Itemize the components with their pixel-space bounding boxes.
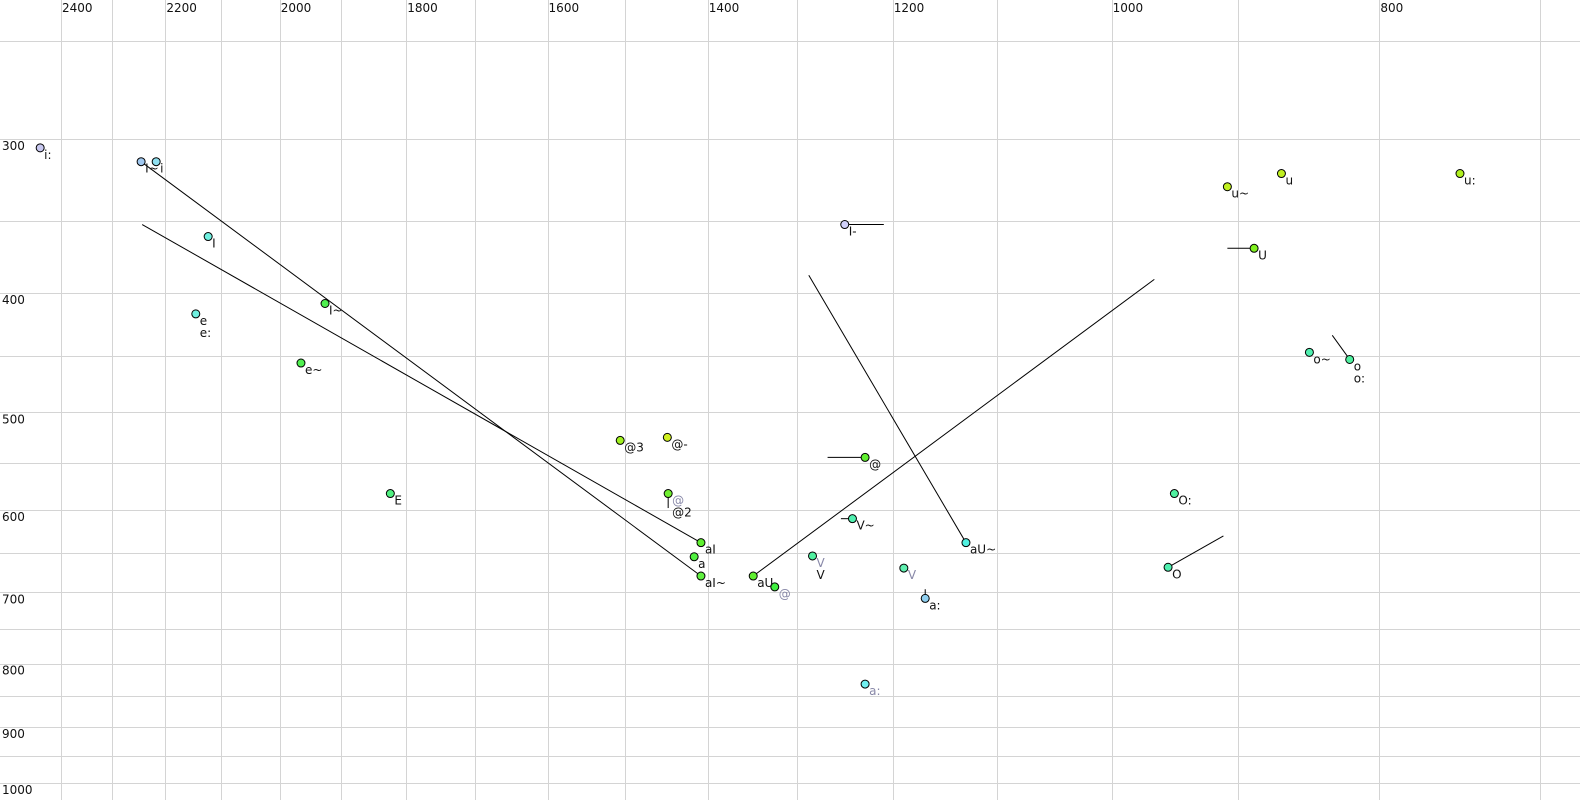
point-label: e:	[200, 326, 211, 340]
data-point	[320, 299, 330, 309]
point-label: u:	[1464, 174, 1476, 188]
x-tick-label: 1400	[709, 1, 740, 15]
point-label: @2	[672, 506, 692, 520]
x-tick-label: 2000	[281, 1, 312, 15]
y-tick-label: 1000	[2, 783, 33, 797]
y-tick-label: 300	[2, 139, 25, 153]
data-point	[696, 571, 706, 581]
y-tick-label: 600	[2, 510, 25, 524]
x-tick-label: 1800	[407, 1, 438, 15]
data-point	[1249, 243, 1259, 253]
trajectory-line	[141, 224, 702, 544]
x-tick-label: 1200	[894, 1, 925, 15]
data-point	[203, 232, 213, 242]
trajectory-line	[752, 278, 1155, 577]
data-point	[689, 552, 699, 562]
data-point	[136, 157, 146, 167]
point-label: V	[908, 568, 917, 582]
point-label: aU	[757, 576, 773, 590]
point-label: O	[1172, 567, 1181, 581]
point-label: @-	[671, 437, 687, 451]
data-point	[191, 309, 201, 319]
y-tick-label: 900	[2, 727, 25, 741]
data-point	[920, 593, 930, 603]
trajectories	[140, 161, 1351, 599]
data-point	[385, 489, 395, 499]
x-tick-label: 800	[1380, 1, 1403, 15]
data-point	[1276, 169, 1286, 179]
point-label: aI~	[705, 576, 726, 590]
point-label: I-	[849, 225, 857, 239]
y-tick-label: 800	[2, 664, 25, 678]
point-label: O:	[1178, 494, 1191, 508]
point-label: V~	[856, 519, 874, 533]
trajectory-line	[1331, 335, 1351, 360]
data-point	[1455, 169, 1465, 179]
x-tick-label: 1000	[1113, 1, 1144, 15]
data-point	[1163, 562, 1173, 572]
data-point	[696, 538, 706, 548]
x-tick-label: 1600	[549, 1, 580, 15]
data-point	[961, 538, 971, 548]
point-label: o	[1354, 359, 1361, 373]
point-label: aU~	[970, 543, 996, 557]
point-label: i:	[44, 148, 51, 162]
data-point	[860, 452, 870, 462]
point-label: o~	[1313, 352, 1330, 366]
point-label: a:	[869, 684, 880, 698]
data-point	[662, 432, 672, 442]
data-point	[151, 157, 161, 167]
point-label: @	[672, 494, 684, 508]
point-label: e	[200, 314, 207, 328]
point-label: V	[817, 568, 826, 582]
point-label: e~	[305, 363, 322, 377]
data-point	[663, 489, 673, 499]
point-label: a:	[929, 598, 940, 612]
y-tick-label: 400	[2, 293, 25, 307]
point-label: V	[817, 556, 826, 570]
point-label: i	[160, 162, 163, 176]
trajectory-line	[1167, 535, 1224, 568]
point-label: I~	[329, 304, 343, 318]
data-point	[35, 143, 45, 153]
data-point	[1222, 182, 1232, 192]
data-point	[748, 571, 758, 581]
point-label: @	[779, 587, 791, 601]
trajectory-line	[140, 161, 702, 577]
point-label: a	[698, 557, 705, 571]
point-label: @3	[624, 440, 644, 454]
point-label: U	[1258, 248, 1267, 262]
x-tick-label: 2200	[166, 1, 197, 15]
y-tick-label: 700	[2, 592, 25, 606]
data-point	[847, 514, 857, 524]
data-point	[296, 358, 306, 368]
point-label: aI	[705, 543, 716, 557]
point-label: I~	[145, 162, 159, 176]
point-label: @	[869, 457, 881, 471]
data-point	[770, 582, 780, 592]
data-point	[860, 679, 870, 689]
y-tick-label: 500	[2, 412, 25, 426]
point-label: I	[212, 237, 216, 251]
data-point	[899, 563, 909, 573]
data-point	[840, 220, 850, 230]
point-label: o:	[1354, 371, 1365, 385]
data-point	[615, 435, 625, 445]
point-label: E	[394, 494, 402, 508]
trajectory-line	[808, 274, 967, 543]
data-point	[1169, 489, 1179, 499]
data-point	[1304, 347, 1314, 357]
data-points	[35, 143, 1465, 689]
x-tick-label: 2400	[62, 1, 93, 15]
point-label: u~	[1231, 187, 1249, 201]
point-label: u	[1285, 174, 1293, 188]
data-point	[1345, 354, 1355, 364]
tick-labels: 2400 2200 2000 1800 1600 1400 1200 1000 800 300 40…	[2, 1, 1403, 797]
data-point	[808, 551, 818, 561]
